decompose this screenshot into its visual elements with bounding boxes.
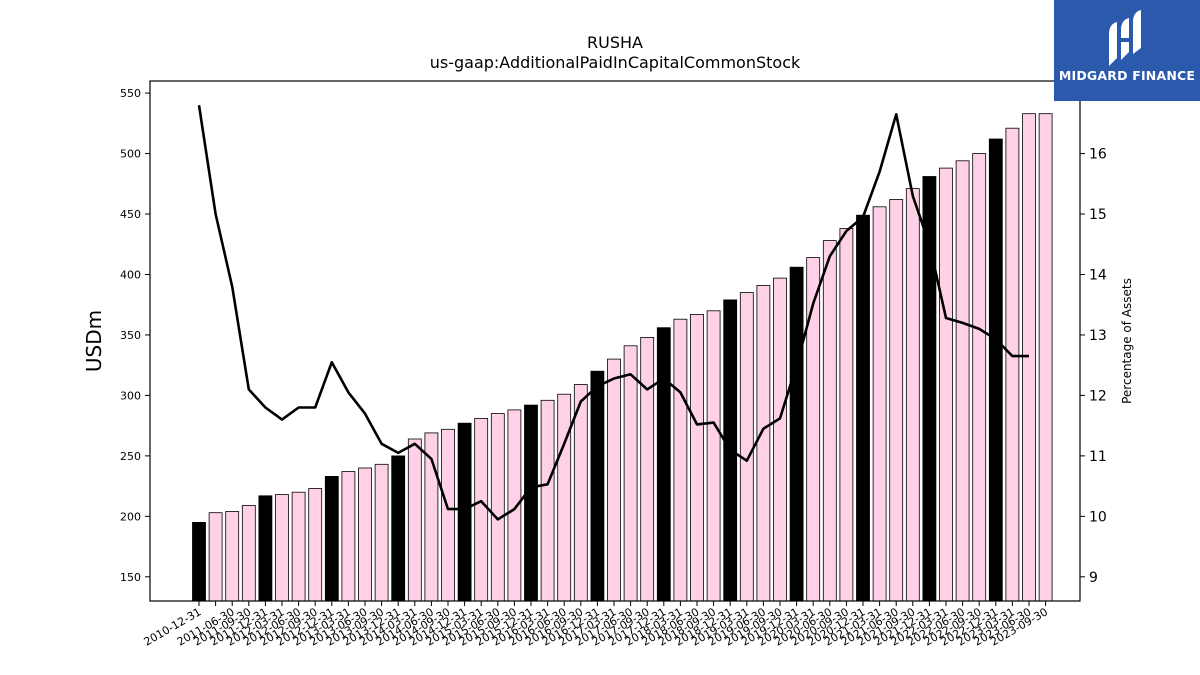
bar (573, 384, 588, 602)
chart-subtitle: us-gaap:AdditionalPaidInCapitalCommonSto… (429, 53, 801, 72)
bar (308, 488, 323, 602)
y-tick-label: 350 (120, 329, 141, 342)
y-tick-label: 200 (120, 510, 141, 523)
bar (291, 491, 306, 602)
y2-axis-ticks: 9 10 11 12 13 14 15 16 (1080, 147, 1107, 586)
plot-frame (149, 80, 1081, 602)
bar (739, 292, 754, 602)
y2-tick-label: 9 (1089, 570, 1098, 586)
bar (208, 512, 223, 602)
y2-tick-label: 11 (1089, 449, 1107, 465)
y2-tick-label: 14 (1089, 267, 1107, 283)
axes (149, 80, 1081, 602)
bar (490, 413, 505, 602)
bar (324, 475, 339, 602)
bar (441, 428, 455, 602)
bar (407, 438, 422, 602)
bar (607, 358, 621, 602)
bar (391, 455, 406, 602)
logo-text: MIDGARD FINANCE (1058, 68, 1196, 83)
bar (872, 206, 887, 602)
bar (374, 463, 389, 602)
bar (507, 409, 522, 602)
bar (806, 257, 821, 602)
bar (922, 176, 937, 602)
y2-tick-label: 16 (1089, 147, 1107, 163)
x-axis-ticks: 2010-12-312011-06-302011-09-302011-12-31… (142, 601, 1050, 649)
bar (955, 160, 970, 602)
brand-logo: MIDGARD FINANCE (1054, 0, 1200, 101)
bar (756, 284, 771, 602)
y-tick-label: 450 (120, 208, 141, 221)
y2-axis-label: Percentage of Assets (1120, 278, 1134, 404)
bar (623, 345, 638, 602)
bar (822, 240, 837, 602)
percentage-line (197, 105, 1029, 521)
logo-mark-icon (1109, 10, 1141, 66)
bar (856, 214, 870, 602)
y-tick-label: 150 (120, 571, 141, 584)
bar (225, 511, 240, 602)
bar (1038, 113, 1053, 602)
bar (358, 467, 372, 602)
bar (540, 399, 555, 602)
bar (341, 471, 356, 602)
y2-tick-label: 15 (1089, 207, 1107, 223)
y-tick-label: 500 (120, 148, 141, 161)
bar (673, 318, 688, 602)
bar (939, 167, 953, 602)
bar (839, 228, 854, 602)
bar (258, 495, 273, 602)
y2-tick-label: 12 (1089, 388, 1107, 404)
bar (656, 327, 671, 602)
bar (889, 199, 904, 602)
bar (524, 404, 538, 602)
y-tick-label: 300 (120, 389, 141, 402)
bar (1005, 127, 1020, 602)
bar (457, 422, 472, 602)
bar (474, 417, 489, 602)
bar (640, 336, 655, 602)
y-tick-label: 250 (120, 450, 141, 463)
bar (557, 393, 572, 602)
bar (905, 188, 920, 602)
y2-tick-label: 10 (1089, 509, 1107, 525)
y-axis-ticks: 150 200 250 300 350 400 450 500 550 (120, 87, 150, 584)
y-tick-label: 550 (120, 87, 141, 100)
bar (275, 494, 289, 602)
bar (706, 310, 721, 602)
bar (590, 370, 605, 602)
line-series (197, 105, 1029, 521)
bar (690, 313, 704, 602)
y-axis-label: USDm (82, 310, 106, 372)
bar (789, 266, 804, 602)
chart-title: RUSHA (587, 33, 643, 52)
bar (192, 522, 206, 602)
bar (988, 138, 1003, 602)
bar (241, 505, 256, 602)
bar (773, 277, 787, 602)
bar (972, 153, 987, 602)
y2-tick-label: 13 (1089, 328, 1107, 344)
y-tick-label: 400 (120, 268, 141, 281)
bar-series (192, 113, 1053, 602)
